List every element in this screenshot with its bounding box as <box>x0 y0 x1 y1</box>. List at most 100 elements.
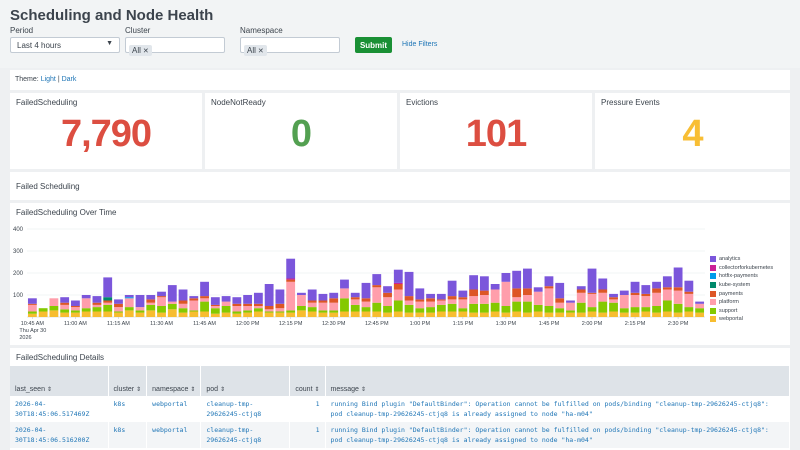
bar-segment <box>393 269 403 283</box>
legend-item[interactable]: hotfix-payments <box>710 272 773 281</box>
bar-segment <box>641 311 651 317</box>
bar-segment <box>490 302 500 312</box>
cell-pod[interactable]: cleanup-tmp-29626245-ctjq8 <box>200 422 291 448</box>
bar-segment <box>673 287 683 291</box>
legend-item[interactable]: platform <box>710 298 773 307</box>
cluster-token[interactable]: All ✕ <box>129 45 152 56</box>
column-header-last-seen[interactable]: last_seen ⇕ <box>10 366 109 396</box>
table-row[interactable]: 2026-04-30T18:45:06.516200Z k8s webportal c… <box>10 422 791 448</box>
bar-segment <box>135 307 145 311</box>
bar-segment <box>286 258 296 279</box>
bar-segment <box>523 295 532 302</box>
cell-message[interactable]: running Bind plugin "DefaultBinder": Ope… <box>325 396 791 422</box>
legend-label: support <box>719 307 738 314</box>
bar-segment <box>684 291 694 294</box>
namespace-token[interactable]: All ✕ <box>244 45 267 56</box>
cell-count[interactable]: 1 <box>289 422 326 448</box>
column-header-count[interactable]: count ⇕ <box>289 366 326 396</box>
table-row[interactable]: 2026-04-30T18:45:06.517469Z k8s webportal c… <box>10 396 791 422</box>
column-header-pod[interactable]: pod ⇕ <box>200 366 291 396</box>
legend-item[interactable]: analytics <box>710 255 773 264</box>
bar-segment <box>361 282 371 299</box>
bar-segment <box>135 312 145 317</box>
bar-segment <box>200 281 209 297</box>
bar-segment <box>264 312 274 317</box>
kpi-evictions: Evictions 101 <box>400 93 592 169</box>
legend-label: kube-system <box>719 282 751 289</box>
bar-segment <box>372 287 382 303</box>
bar-segment <box>393 282 403 284</box>
bar-segment <box>533 304 543 312</box>
bar-segment <box>350 292 360 298</box>
column-header-message[interactable]: message ⇕ <box>325 366 791 396</box>
sort-icon[interactable]: ⇕ <box>46 387 52 393</box>
namespace-multiselect[interactable]: All ✕ <box>240 37 340 56</box>
cell-namespace[interactable]: webportal <box>146 396 202 422</box>
cluster-multiselect[interactable]: All ✕ <box>125 37 225 56</box>
x-tick-label: 11:00 AM <box>64 321 87 327</box>
bar-segment <box>253 308 263 312</box>
bar-segment <box>469 312 479 317</box>
bar-segment <box>167 303 177 310</box>
bar-segment <box>662 289 672 301</box>
bar-segment <box>243 310 253 313</box>
bar-segment <box>501 306 511 313</box>
bar-segment <box>232 313 242 317</box>
bar-segment <box>38 311 48 317</box>
theme-dark-link[interactable]: Dark <box>61 76 77 83</box>
bar-segment <box>404 312 414 317</box>
bar-segment <box>523 312 532 317</box>
bar-segment <box>114 299 123 304</box>
bar-segment <box>630 307 640 313</box>
bar-segment <box>383 297 392 306</box>
kpi-title: NodeNotReady <box>211 98 266 107</box>
bar-segment <box>103 300 113 303</box>
hide-filters-link[interactable]: Hide Filters <box>402 41 438 48</box>
cell-message[interactable]: running Bind plugin "DefaultBinder": Ope… <box>325 422 791 448</box>
bar-segment <box>458 297 468 300</box>
sort-icon[interactable]: ⇕ <box>220 387 226 393</box>
sort-icon[interactable]: ⇕ <box>314 387 320 393</box>
cell-cluster[interactable]: k8s <box>108 422 148 448</box>
bar-segment <box>189 311 199 317</box>
bar-segment <box>587 268 597 293</box>
legend-swatch <box>710 299 716 306</box>
bar-segment <box>436 293 446 300</box>
submit-button[interactable]: Submit <box>355 37 392 53</box>
legend-item[interactable]: payments <box>710 289 773 298</box>
close-icon[interactable]: ✕ <box>142 48 149 55</box>
bar-segment <box>684 311 694 317</box>
cell-pod[interactable]: cleanup-tmp-29626245-ctjq8 <box>200 396 291 422</box>
cell-last-seen[interactable]: 2026-04-30T18:45:06.516200Z <box>10 422 109 448</box>
column-header-cluster[interactable]: cluster ⇕ <box>108 366 148 396</box>
bar-segment <box>479 303 489 313</box>
period-dropdown[interactable]: Last 4 hours ▼ <box>10 37 120 53</box>
bar-segment <box>641 293 651 297</box>
cell-count[interactable]: 1 <box>289 396 326 422</box>
legend-item[interactable]: support <box>710 307 773 316</box>
bar-segment <box>619 312 629 317</box>
cell-cluster[interactable]: k8s <box>108 396 148 422</box>
close-icon[interactable]: ✕ <box>257 48 264 55</box>
bar-segment <box>49 310 59 317</box>
bar-segment <box>253 306 263 309</box>
kpi-node-not-ready: NodeNotReady 0 <box>205 93 397 169</box>
cell-namespace[interactable]: webportal <box>146 422 202 448</box>
bar-segment <box>178 300 188 304</box>
cell-last-seen[interactable]: 2026-04-30T18:45:06.517469Z <box>10 396 109 422</box>
bar-segment <box>124 295 134 298</box>
legend-item[interactable]: collectorforkubernetes <box>710 264 773 273</box>
kpi-failed-scheduling: FailedScheduling 7,790 <box>10 93 202 169</box>
bar-segment <box>652 281 661 289</box>
legend-item[interactable]: webportal <box>710 315 773 324</box>
bar-segment <box>415 301 425 309</box>
bar-segment <box>307 307 317 312</box>
sort-icon[interactable]: ⇕ <box>190 387 196 393</box>
sort-icon[interactable]: ⇕ <box>360 387 366 393</box>
bar-segment <box>490 289 500 303</box>
sort-icon[interactable]: ⇕ <box>136 387 142 393</box>
kpi-title: FailedScheduling <box>16 98 78 107</box>
column-header-namespace[interactable]: namespace ⇕ <box>146 366 202 396</box>
legend-item[interactable]: kube-system <box>710 281 773 290</box>
theme-light-link[interactable]: Light <box>40 76 56 83</box>
